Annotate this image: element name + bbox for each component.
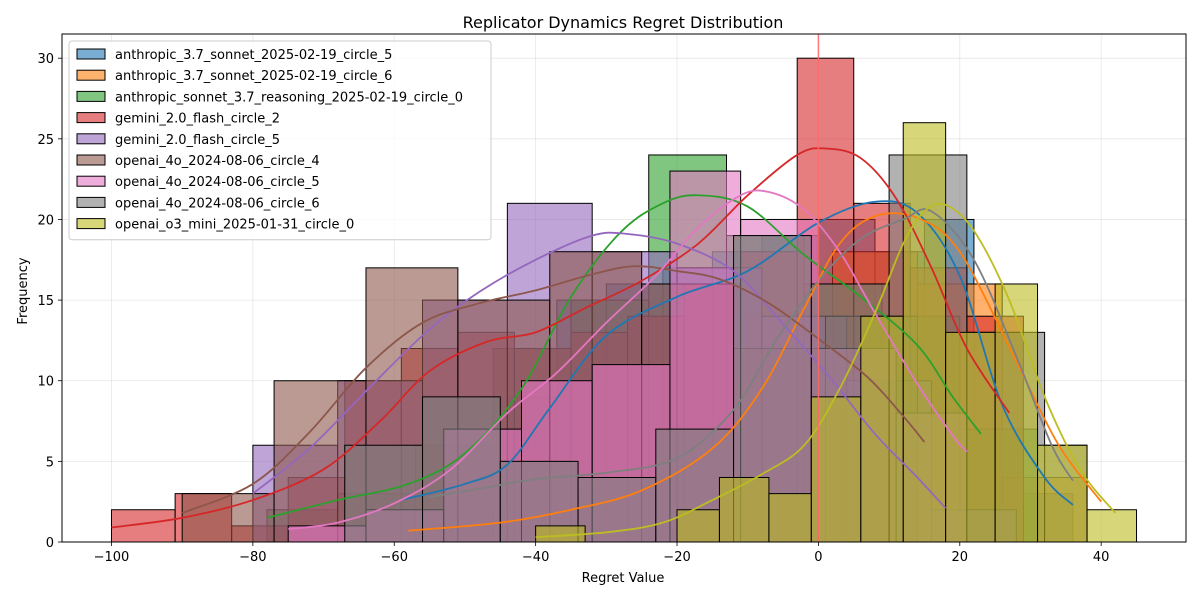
histogram-bar bbox=[902, 122, 947, 543]
histogram-bar bbox=[994, 283, 1039, 543]
y-tick-label: 0 bbox=[46, 536, 54, 551]
histogram-bar bbox=[1037, 444, 1088, 543]
x-tick-label: 20 bbox=[952, 550, 969, 565]
kde-line-3 bbox=[111, 147, 1011, 529]
legend-swatch bbox=[76, 48, 106, 60]
legend-label: gemini_2.0_flash_circle_2 bbox=[115, 112, 280, 127]
histogram-bars bbox=[110, 57, 1138, 543]
legend-swatch bbox=[76, 175, 106, 187]
legend-label: openai_4o_2024-08-06_circle_5 bbox=[115, 175, 320, 190]
histogram-bar bbox=[181, 493, 275, 543]
x-tick-label: −60 bbox=[381, 550, 408, 565]
legend-label: anthropic_3.7_sonnet_2025-02-19_circle_5 bbox=[115, 48, 392, 63]
legend-swatch bbox=[76, 112, 106, 124]
y-axis-ticks: 0 5 10 15 20 25 30 bbox=[37, 52, 62, 551]
legend-swatch bbox=[76, 90, 106, 102]
legend-label: openai_4o_2024-08-06_circle_4 bbox=[115, 154, 320, 169]
legend-swatch bbox=[76, 133, 106, 145]
x-tick-label: −80 bbox=[239, 550, 266, 565]
kde-line-6 bbox=[288, 189, 968, 530]
legend-swatch bbox=[76, 69, 106, 81]
legend-swatch bbox=[76, 196, 106, 208]
plot-frame bbox=[61, 33, 1187, 543]
x-axis-ticks: −100 −80 −60 −40 −20 0 20 40 bbox=[94, 542, 1110, 565]
histogram-bar bbox=[1086, 509, 1138, 543]
y-axis-label: Frequency bbox=[16, 257, 31, 324]
y-tick-label: 10 bbox=[37, 375, 54, 390]
y-tick-label: 30 bbox=[37, 52, 54, 67]
legend-label: openai_o3_mini_2025-01-31_circle_0 bbox=[115, 218, 354, 233]
kde-line-5 bbox=[181, 265, 926, 514]
x-tick-label: −20 bbox=[663, 550, 690, 565]
kde-line-2 bbox=[266, 194, 982, 519]
legend-box bbox=[68, 40, 492, 241]
legend-label: gemini_2.0_flash_circle_5 bbox=[115, 133, 280, 148]
histogram-bar bbox=[718, 476, 770, 543]
chart-title: Replicator Dynamics Regret Distribution bbox=[463, 13, 784, 32]
kde-line-4 bbox=[252, 231, 947, 509]
kde-line-0 bbox=[401, 200, 1074, 506]
histogram-bar bbox=[768, 493, 812, 543]
legend: anthropic_3.7_sonnet_2025-02-19_circle_5… bbox=[68, 40, 492, 241]
histogram-bar bbox=[577, 476, 657, 543]
histogram-bar bbox=[344, 444, 424, 543]
x-tick-label: −100 bbox=[94, 550, 130, 565]
legend-label: anthropic_3.7_sonnet_2025-02-19_circle_6 bbox=[115, 69, 392, 84]
x-tick-label: 40 bbox=[1093, 550, 1110, 565]
kde-line-8 bbox=[535, 202, 1117, 539]
legend-label: anthropic_sonnet_3.7_reasoning_2025-02-1… bbox=[115, 90, 463, 105]
histogram-bar bbox=[422, 396, 501, 543]
x-axis-label: Regret Value bbox=[582, 571, 665, 586]
x-tick-label: −40 bbox=[522, 550, 549, 565]
y-tick-label: 25 bbox=[37, 133, 54, 148]
legend-swatch bbox=[76, 218, 106, 230]
y-tick-label: 15 bbox=[37, 294, 54, 309]
legend-label: openai_4o_2024-08-06_circle_6 bbox=[115, 196, 320, 211]
y-tick-label: 5 bbox=[46, 455, 54, 470]
y-tick-label: 20 bbox=[37, 213, 54, 228]
legend-swatch bbox=[76, 154, 106, 166]
x-tick-label: 0 bbox=[814, 550, 822, 565]
